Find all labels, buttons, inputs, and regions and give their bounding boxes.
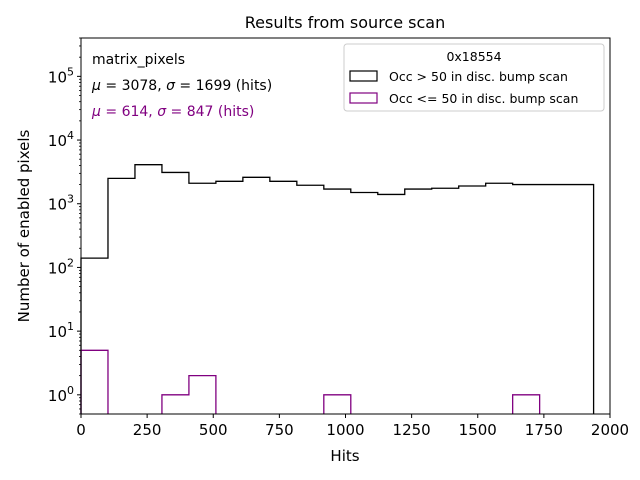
x-axis-label: Hits — [330, 447, 359, 465]
legend-box — [343, 43, 605, 112]
legend-label-series-1: Occ > 50 in disc. bump scan — [389, 69, 568, 84]
x-tick-label: 750 — [265, 421, 294, 439]
y-tick-label: 103 — [48, 193, 74, 214]
y-tick-label: 105 — [48, 65, 74, 86]
x-tick-label: 250 — [133, 421, 162, 439]
x-tick-label: 1250 — [393, 421, 431, 439]
x-tick-label: 1500 — [459, 421, 497, 439]
histogram-steps — [80, 164, 595, 414]
x-axis: 0 250 500 750 1000 1250 1500 1750 2000 — [76, 414, 629, 439]
x-tick-label: 0 — [76, 421, 86, 439]
stats-annotation: matrix_pixels μ = 3078, σ = 1699 (hits) … — [91, 52, 272, 120]
legend-swatch-series-2 — [349, 92, 378, 104]
y-tick-label: 104 — [48, 129, 74, 150]
y-tick-label: 102 — [48, 256, 74, 277]
series-2-outline — [80, 349, 541, 414]
chart-title: Results from source scan — [245, 13, 445, 32]
annotation-name: matrix_pixels — [92, 52, 185, 68]
annotation-stats-primary: μ = 3078, σ = 1699 (hits) — [91, 78, 272, 94]
x-tick-label: 1750 — [525, 421, 563, 439]
legend-title: 0x18554 — [446, 49, 501, 64]
x-tick-label: 1000 — [326, 421, 364, 439]
legend-label-series-2: Occ <= 50 in disc. bump scan — [389, 91, 578, 106]
legend: 0x18554 Occ > 50 in disc. bump scan Occ … — [343, 43, 605, 112]
annotation-stats-secondary: μ = 614, σ = 847 (hits) — [91, 104, 254, 120]
legend-swatch-series-1 — [349, 70, 378, 82]
y-tick-label: 100 — [48, 384, 74, 405]
y-axis-label: Number of enabled pixels — [15, 129, 33, 322]
x-tick-label: 500 — [199, 421, 228, 439]
x-tick-label: 2000 — [591, 421, 629, 439]
y-axis: 100 101 102 103 104 105 — [48, 37, 81, 415]
y-tick-label: 101 — [48, 320, 74, 341]
series-1-outline — [80, 164, 595, 414]
